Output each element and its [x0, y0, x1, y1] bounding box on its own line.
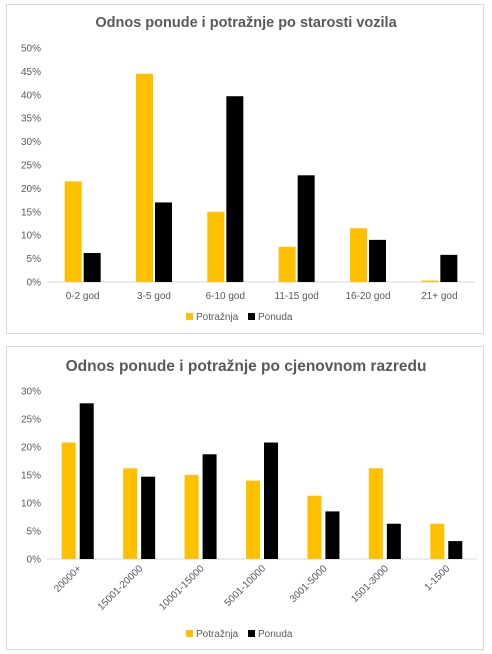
y-tick-label: 0% [27, 555, 42, 566]
x-tick-label: 0-2 god [66, 291, 100, 302]
bar-demand [421, 280, 439, 282]
x-tick-label: 3-5 god [137, 291, 171, 302]
bar-supply [155, 202, 172, 282]
x-tick-label: 20000+ [52, 563, 84, 595]
bar-demand [368, 468, 383, 559]
y-tick-label: 25% [21, 161, 41, 172]
bar-supply [79, 403, 94, 559]
bar-demand [430, 523, 445, 559]
legend-label: Potražnja [196, 629, 239, 640]
bar-demand [307, 495, 322, 559]
legend-swatch-demand [186, 630, 193, 637]
x-tick-label: 21+ god [421, 291, 457, 302]
chart-title: Odnos ponude i potražnje po starosti voz… [95, 15, 397, 31]
bar-demand [184, 475, 199, 559]
legend-swatch-demand [186, 313, 193, 320]
legend-swatch-supply [248, 313, 255, 320]
legend-label: Ponuda [258, 629, 293, 640]
x-tick-label: 16-20 god [345, 291, 390, 302]
x-tick-label: 15001-20000 [96, 563, 146, 613]
y-tick-label: 20% [21, 443, 41, 454]
bar-supply [264, 442, 278, 559]
y-tick-label: 10% [21, 231, 41, 242]
chart-panel-price-range: Odnos ponude i potražnje po cjenovnom ra… [6, 346, 484, 650]
y-tick-label: 30% [21, 387, 41, 398]
y-tick-label: 40% [21, 90, 41, 101]
bar-demand [61, 442, 76, 559]
x-tick-label: 11-15 god [275, 291, 319, 302]
bar-supply [369, 239, 386, 282]
y-tick-label: 5% [27, 527, 42, 538]
bar-demand [207, 211, 225, 282]
chart-price-range: Odnos ponude i potražnje po cjenovnom ra… [21, 358, 477, 640]
y-tick-label: 15% [21, 471, 41, 482]
y-tick-label: 5% [27, 254, 42, 265]
x-tick-label: 3001-5000 [288, 563, 330, 605]
chart-vehicle-age: Odnos ponude i potražnje po starosti voz… [21, 15, 475, 323]
y-tick-label: 30% [21, 137, 41, 148]
x-tick-label: 5001-10000 [223, 563, 269, 609]
chart-panel-vehicle-age: Odnos ponude i potražnje po starosti voz… [6, 4, 484, 334]
bar-supply [325, 511, 340, 559]
bar-demand [123, 468, 138, 559]
x-tick-label: 1501-3000 [349, 563, 391, 605]
x-tick-label: 10001-15000 [157, 563, 207, 613]
y-tick-label: 10% [21, 499, 41, 510]
bar-supply [226, 96, 244, 282]
bar-demand [350, 228, 367, 282]
y-tick-label: 15% [21, 207, 41, 218]
bar-supply [440, 254, 458, 282]
bar-demand [278, 246, 296, 282]
bar-supply [297, 175, 315, 282]
y-tick-label: 25% [21, 415, 41, 426]
y-tick-label: 20% [21, 184, 41, 195]
y-tick-label: 35% [21, 114, 41, 125]
x-tick-label: 6-10 god [206, 291, 245, 302]
legend-label: Ponuda [258, 312, 293, 323]
y-tick-label: 45% [21, 67, 41, 78]
bar-supply [141, 476, 156, 559]
bar-supply [202, 454, 217, 559]
x-tick-label: 1-1500 [423, 563, 453, 593]
bar-supply [448, 541, 463, 559]
chart-title: Odnos ponude i potražnje po cjenovnom ra… [66, 358, 427, 375]
bar-supply [83, 252, 101, 282]
legend-label: Potražnja [196, 312, 239, 323]
y-tick-label: 50% [21, 44, 41, 55]
bar-demand [136, 73, 153, 283]
y-tick-label: 0% [27, 278, 42, 289]
bar-supply [386, 523, 401, 559]
legend-swatch-supply [248, 630, 255, 637]
bar-demand [246, 480, 260, 559]
bar-demand [64, 181, 82, 282]
